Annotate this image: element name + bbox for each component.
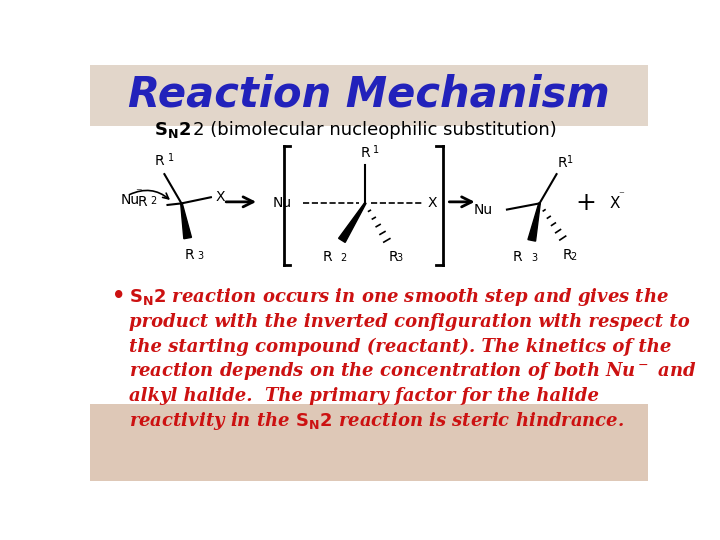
Text: 1: 1 bbox=[567, 155, 574, 165]
Text: X: X bbox=[427, 197, 436, 211]
Text: $\mathbf{S_N}$$\mathbf{2}$: $\mathbf{S_N}$$\mathbf{2}$ bbox=[153, 120, 191, 140]
Text: R: R bbox=[155, 154, 165, 168]
Polygon shape bbox=[181, 203, 192, 239]
Text: reactivity in the $\mathbf{S_N}$$\mathbf{2}$ reaction is steric hindrance.: reactivity in the $\mathbf{S_N}$$\mathbf… bbox=[129, 409, 624, 431]
Text: 1: 1 bbox=[168, 153, 174, 164]
Polygon shape bbox=[338, 203, 366, 242]
Text: 2: 2 bbox=[150, 197, 157, 206]
Text: alkyl halide.  The primary factor for the halide: alkyl halide. The primary factor for the… bbox=[129, 387, 599, 405]
Bar bbox=[90, 126, 648, 403]
Text: $\mathbf{S_N}$$\mathbf{2}$ reaction occurs in one smooth step and gives the: $\mathbf{S_N}$$\mathbf{2}$ reaction occu… bbox=[129, 286, 669, 308]
Text: ⁻: ⁻ bbox=[618, 191, 624, 201]
Text: R: R bbox=[323, 249, 333, 264]
Bar bbox=[90, 65, 648, 126]
Text: product with the inverted configuration with respect to: product with the inverted configuration … bbox=[129, 313, 690, 331]
Text: 3: 3 bbox=[396, 253, 402, 264]
Text: R: R bbox=[513, 249, 523, 264]
Text: R: R bbox=[388, 249, 398, 264]
Text: R: R bbox=[558, 156, 568, 170]
Text: X: X bbox=[609, 196, 620, 211]
Text: R: R bbox=[360, 145, 370, 159]
Text: R: R bbox=[563, 248, 572, 262]
Text: Nu: Nu bbox=[474, 202, 493, 217]
Text: +: + bbox=[575, 191, 596, 215]
Text: R: R bbox=[138, 195, 148, 209]
Text: 3: 3 bbox=[532, 253, 538, 264]
Text: ⁻: ⁻ bbox=[135, 186, 142, 199]
Text: reaction depends on the concentration of both Nu$^-$ and: reaction depends on the concentration of… bbox=[129, 360, 696, 382]
Text: X: X bbox=[215, 190, 225, 204]
Polygon shape bbox=[528, 203, 540, 241]
Text: R: R bbox=[184, 248, 194, 262]
Text: 3: 3 bbox=[197, 251, 203, 261]
Text: 2: 2 bbox=[570, 252, 577, 262]
Text: Reaction Mechanism: Reaction Mechanism bbox=[128, 73, 610, 115]
Text: the starting compound (reactant). The kinetics of the: the starting compound (reactant). The ki… bbox=[129, 338, 671, 356]
Text: Nu: Nu bbox=[272, 197, 292, 211]
Text: 1: 1 bbox=[373, 145, 379, 155]
Bar bbox=[90, 403, 648, 481]
Text: 2: 2 bbox=[341, 253, 346, 264]
Text: •: • bbox=[112, 286, 125, 306]
Text: 2 (bimolecular nucleophilic substitution): 2 (bimolecular nucleophilic substitution… bbox=[193, 122, 557, 139]
Text: Nu: Nu bbox=[121, 193, 140, 207]
